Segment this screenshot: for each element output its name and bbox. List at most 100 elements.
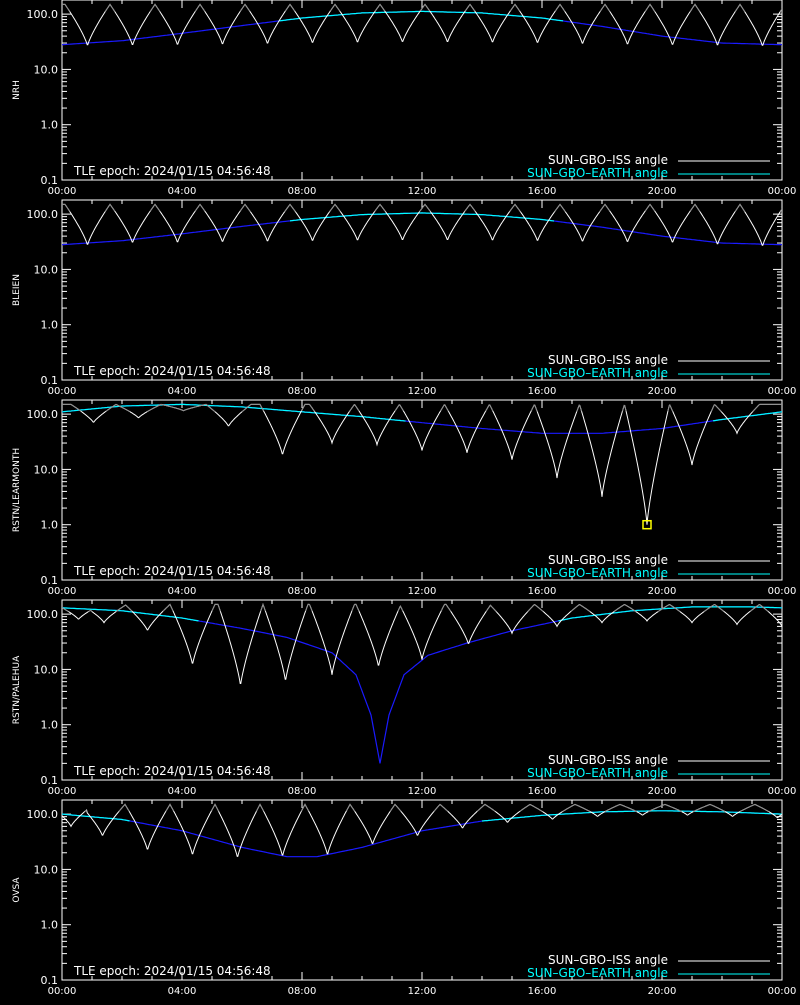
x-tick-label: 00:00	[48, 586, 77, 597]
iss-angle-line-shadow	[464, 3, 476, 12]
x-tick-label: 12:00	[408, 186, 437, 197]
iss-angle-line-shadow	[300, 803, 310, 812]
iss-angle-line-shadow	[104, 203, 116, 212]
x-tick-label: 08:00	[288, 186, 317, 197]
iss-angle-line-shadow	[554, 3, 566, 12]
y-tick-label: 0.1	[41, 974, 59, 987]
chart-panel-1: 0.1 1.0 10.0 100.0 00:00 04:00 08:00 12:00 16:00…	[12, 199, 797, 397]
iss-angle-line-shadow	[62, 3, 71, 12]
x-tick-label: 16:00	[528, 786, 557, 797]
x-tick-label: 12:00	[408, 386, 437, 397]
iss-angle-line-shadow	[509, 3, 521, 12]
chart-panel-2: 0.1 1.0 10.0 100.0 00:00 04:00 08:00 12:00 16:00…	[12, 399, 797, 597]
iss-angle-line-shadow	[84, 809, 87, 812]
minimum-angle-marker	[642, 519, 652, 530]
y-tick-label: 0.1	[41, 174, 59, 187]
x-tick-label: 20:00	[648, 386, 677, 397]
iss-angle-line-shadow	[62, 403, 82, 412]
iss-angle-line-shadow	[88, 609, 93, 613]
iss-angle-line-shadow	[419, 203, 431, 212]
y-tick-label: 10.0	[34, 63, 59, 76]
legend-label: SUN–GBO–ISS angle	[548, 953, 668, 967]
station-label: NRH	[12, 80, 22, 100]
tle-epoch-label: TLE epoch: 2024/01/15 04:56:48	[73, 364, 271, 378]
iss-angle-line-shadow	[689, 3, 701, 12]
iss-angle-line-shadow	[440, 603, 452, 612]
x-tick-label: 00:00	[768, 586, 797, 597]
station-label: RSTN/PALEHUA	[12, 655, 22, 724]
y-tick-label: 1.0	[41, 119, 59, 132]
earth-angle-line-day	[289, 212, 555, 222]
iss-angle-line-shadow	[162, 603, 174, 612]
iss-angle-line-shadow	[329, 203, 341, 212]
x-tick-label: 08:00	[288, 986, 317, 997]
x-tick-label: 08:00	[288, 586, 317, 597]
iss-angle-line-shadow	[485, 604, 497, 613]
iss-angle-line-shadow	[752, 403, 782, 413]
x-tick-label: 00:00	[768, 186, 797, 197]
iss-angle-line-shadow	[570, 604, 591, 613]
x-tick-label: 20:00	[648, 186, 677, 197]
iss-angle-line-shadow	[241, 403, 265, 413]
x-tick-label: 00:00	[768, 786, 797, 797]
legend-label: SUN–GBO–EARTH angle	[527, 166, 668, 180]
tle-epoch-label: TLE epoch: 2024/01/15 04:56:48	[73, 764, 271, 778]
iss-angle-line-shadow	[255, 803, 265, 812]
iss-angle-line-shadow	[397, 605, 404, 612]
x-tick-label: 04:00	[168, 586, 197, 597]
iss-angle-line-shadow	[284, 203, 296, 213]
iss-angle-line-shadow	[527, 604, 544, 613]
iss-angle-line-shadow	[554, 203, 566, 213]
iss-angle-line-shadow	[749, 604, 769, 612]
x-tick-label: 04:00	[168, 186, 197, 197]
iss-angle-line-shadow	[734, 203, 746, 213]
iss-angle-line-shadow	[576, 404, 583, 412]
x-tick-label: 00:00	[48, 986, 77, 997]
iss-angle-line-shadow	[519, 803, 543, 813]
y-tick-label: 100.0	[27, 808, 59, 821]
iss-angle-line-shadow	[345, 803, 356, 812]
legend-label: SUN–GBO–EARTH angle	[527, 566, 668, 580]
y-tick-label: 0.1	[41, 574, 59, 587]
iss-angle-line-shadow	[62, 607, 69, 613]
x-tick-label: 20:00	[648, 986, 677, 997]
iss-angle-line-shadow	[389, 803, 402, 812]
tle-epoch-label: TLE epoch: 2024/01/15 04:56:48	[73, 964, 271, 978]
x-tick-label: 00:00	[48, 186, 77, 197]
y-tick-label: 100.0	[27, 208, 59, 221]
x-tick-label: 16:00	[528, 186, 557, 197]
legend-label: SUN–GBO–EARTH angle	[527, 366, 668, 380]
iss-angle-line-shadow	[149, 3, 161, 12]
iss-angle-line-shadow	[476, 803, 496, 812]
iss-angle-line-shadow	[599, 203, 611, 213]
earth-angle-line-day	[558, 606, 782, 622]
x-tick-label: 12:00	[408, 786, 437, 797]
y-tick-label: 1.0	[41, 519, 59, 532]
iss-angle-line-shadow	[374, 203, 386, 212]
station-label: RSTN/LEARMONTH	[12, 448, 22, 532]
iss-angle-line-shadow	[260, 602, 266, 612]
x-tick-label: 04:00	[168, 386, 197, 397]
iss-angle-line-shadow	[644, 203, 656, 212]
iss-angle-line-shadow	[657, 604, 681, 613]
iss-angle-line-shadow	[351, 603, 360, 612]
legend-label: SUN–GBO–EARTH angle	[527, 966, 668, 980]
iss-angle-line-shadow	[530, 404, 538, 412]
x-tick-label: 16:00	[528, 586, 557, 597]
iss-angle-line-shadow	[419, 3, 431, 12]
chart-panel-4: 0.1 1.0 10.0 100.0 00:00 04:00 08:00 12:00 16:00…	[12, 799, 796, 997]
iss-angle-line-shadow	[329, 3, 341, 12]
legend-label: SUN–GBO–ISS angle	[548, 153, 668, 167]
iss-angle-line-shadow	[464, 203, 476, 212]
earth-angle-line-day	[481, 810, 782, 822]
iss-angle-line-shadow	[194, 3, 206, 12]
y-tick-label: 10.0	[34, 663, 59, 676]
x-tick-label: 04:00	[168, 986, 197, 997]
x-tick-label: 00:00	[768, 386, 797, 397]
iss-angle-line-shadow	[210, 803, 220, 812]
iss-angle-line-shadow	[149, 203, 161, 212]
chart-panel-3: 0.1 1.0 10.0 100.0 00:00 04:00 08:00 12:00 16:00…	[12, 599, 797, 797]
y-tick-label: 100.0	[27, 408, 59, 421]
y-tick-label: 1.0	[41, 319, 59, 332]
y-tick-label: 10.0	[34, 463, 59, 476]
